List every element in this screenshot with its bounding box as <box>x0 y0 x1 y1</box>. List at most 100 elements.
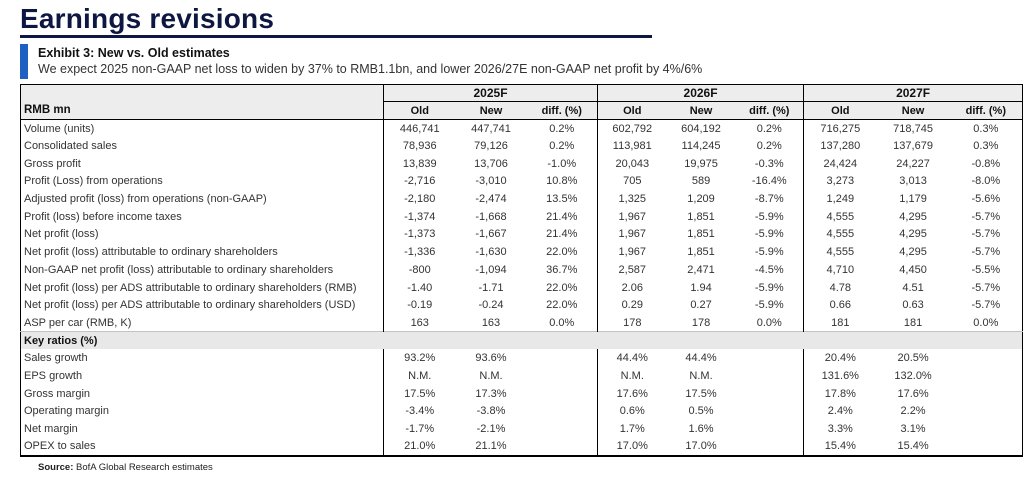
data-cell: -1,373 <box>383 225 456 244</box>
data-cell: 13,706 <box>474 157 508 170</box>
data-cell <box>950 367 1023 385</box>
row-label: Non-GAAP net profit (loss) attributable … <box>24 263 334 276</box>
data-cell: -1.40 <box>383 278 456 297</box>
table-body: Volume (units) 446,741 447,741 0.2% 602,792 6… <box>20 119 1023 456</box>
data-cell <box>736 438 804 456</box>
data-cell: 10.8% <box>546 175 578 188</box>
data-cell: 0.0% <box>756 316 782 329</box>
data-cell: 3,013 <box>899 175 927 188</box>
data-cell: 17.0% <box>597 437 667 456</box>
data-cell: 3.1% <box>900 423 926 436</box>
exhibit-title: Exhibit 3: New vs. Old estimates <box>38 46 230 60</box>
data-cell <box>736 349 804 367</box>
data-cell: -5.7% <box>971 228 1001 241</box>
row-label: Operating margin <box>24 405 109 418</box>
data-cell: 17.0% <box>685 440 717 453</box>
data-cell: 2,471 <box>687 263 715 276</box>
col-header-old: Old <box>383 101 456 120</box>
table-row: Operating margin -3.4% -3.8% 0.6% 0.5% 2.4% 2.… <box>21 402 1023 421</box>
table-row: ASP per car (RMB, K) 163 163 0.0% 178 178 0.0%… <box>21 314 1023 332</box>
data-cell: -1.0% <box>547 157 577 170</box>
data-cell: 0.63 <box>902 299 924 312</box>
data-cell: 1,209 <box>687 193 715 206</box>
data-cell: 0.27 <box>690 299 712 312</box>
data-cell: 2.4% <box>803 402 877 421</box>
data-cell: 20,043 <box>597 154 667 173</box>
row-label: Net profit (loss) attributable to ordina… <box>24 246 278 259</box>
data-cell <box>950 438 1023 456</box>
data-cell: 1,851 <box>687 210 715 223</box>
data-cell: 15.4% <box>803 437 877 456</box>
row-label: ASP per car (RMB, K) <box>24 316 132 329</box>
table-row: Adjusted profit (loss) from operations (… <box>21 190 1023 208</box>
data-cell <box>527 420 598 438</box>
col-header-new: New <box>876 101 950 120</box>
data-cell: 718,745 <box>893 122 933 135</box>
data-cell: 604,192 <box>681 122 721 135</box>
source-label: Source: <box>38 461 74 473</box>
data-cell <box>527 367 598 385</box>
data-cell: -5.9% <box>754 228 784 241</box>
data-cell: -3,010 <box>475 175 507 188</box>
data-cell: 19,975 <box>684 157 718 170</box>
row-label: Gross profit <box>24 157 81 170</box>
data-cell: 3,273 <box>803 172 877 191</box>
data-cell: 44.4% <box>597 349 667 368</box>
data-cell: 4,710 <box>803 261 877 279</box>
data-cell: 4,295 <box>899 246 927 259</box>
data-cell: -5.5% <box>971 263 1001 276</box>
unit-label: RMB mn <box>20 101 384 120</box>
table-row: Net profit (loss) -1,373 -1,667 21.4% 1,967 1… <box>21 225 1023 244</box>
data-cell: 0.2% <box>756 140 782 153</box>
data-cell: -16.4% <box>751 175 787 188</box>
data-cell: -1,336 <box>383 243 456 261</box>
data-cell: 178 <box>691 316 711 329</box>
table-row: Consolidated sales 78,936 79,126 0.2% 113,98… <box>21 137 1023 155</box>
data-cell: 2.06 <box>597 278 667 297</box>
col-header-old: Old <box>803 101 877 120</box>
data-cell: -0.3% <box>754 157 784 170</box>
data-cell: 20.4% <box>803 349 877 368</box>
data-cell: -5.9% <box>754 210 784 223</box>
data-cell: 4.78 <box>803 278 877 297</box>
table-row: Net profit (loss) per ADS attributable t… <box>21 278 1023 297</box>
data-cell: 17.3% <box>475 387 507 400</box>
data-cell: 163 <box>481 316 501 329</box>
year-header-row: 2025F 2026F 2027F <box>20 84 1023 102</box>
data-cell: -2,716 <box>383 172 456 191</box>
col-header-diff: diff. (%) <box>526 101 598 120</box>
section-label: Key ratios (%) <box>20 331 1023 350</box>
row-label: OPEX to sales <box>24 440 96 453</box>
data-cell: 705 <box>597 172 667 191</box>
data-cell <box>950 349 1023 367</box>
corner-cell <box>20 84 384 102</box>
table-row: Volume (units) 446,741 447,741 0.2% 602,792 6… <box>21 119 1023 138</box>
data-cell: 0.3% <box>973 140 999 153</box>
data-cell: 137,280 <box>803 137 877 155</box>
row-label: Gross margin <box>24 387 91 400</box>
row-label: Net profit (loss) per ADS attributable t… <box>24 281 357 294</box>
data-cell: 446,741 <box>383 119 456 138</box>
data-cell: 4,295 <box>899 210 927 223</box>
data-cell: 17.5% <box>685 387 717 400</box>
data-cell <box>950 403 1023 421</box>
data-cell: 3.3% <box>803 420 877 438</box>
data-cell: 132.0% <box>894 369 932 382</box>
data-cell: 24,424 <box>803 154 877 173</box>
data-cell: 17.6% <box>897 387 929 400</box>
data-cell: 79,126 <box>474 140 508 153</box>
data-cell: 21.4% <box>546 210 578 223</box>
data-cell: -8.7% <box>754 193 784 206</box>
data-cell: -5.7% <box>971 210 1001 223</box>
data-cell <box>527 349 598 367</box>
table-row: Gross profit 13,839 13,706 -1.0% 20,043 19,97… <box>21 154 1023 173</box>
data-cell: 0.2% <box>549 122 575 135</box>
data-cell: 0.66 <box>803 296 877 315</box>
row-label: Net profit (loss) <box>24 228 99 241</box>
data-cell: -2.1% <box>476 423 506 436</box>
data-cell: -5.7% <box>971 281 1001 294</box>
row-label: Sales growth <box>24 352 88 365</box>
data-cell: 1,249 <box>803 190 877 208</box>
data-cell: -3.8% <box>476 405 506 418</box>
